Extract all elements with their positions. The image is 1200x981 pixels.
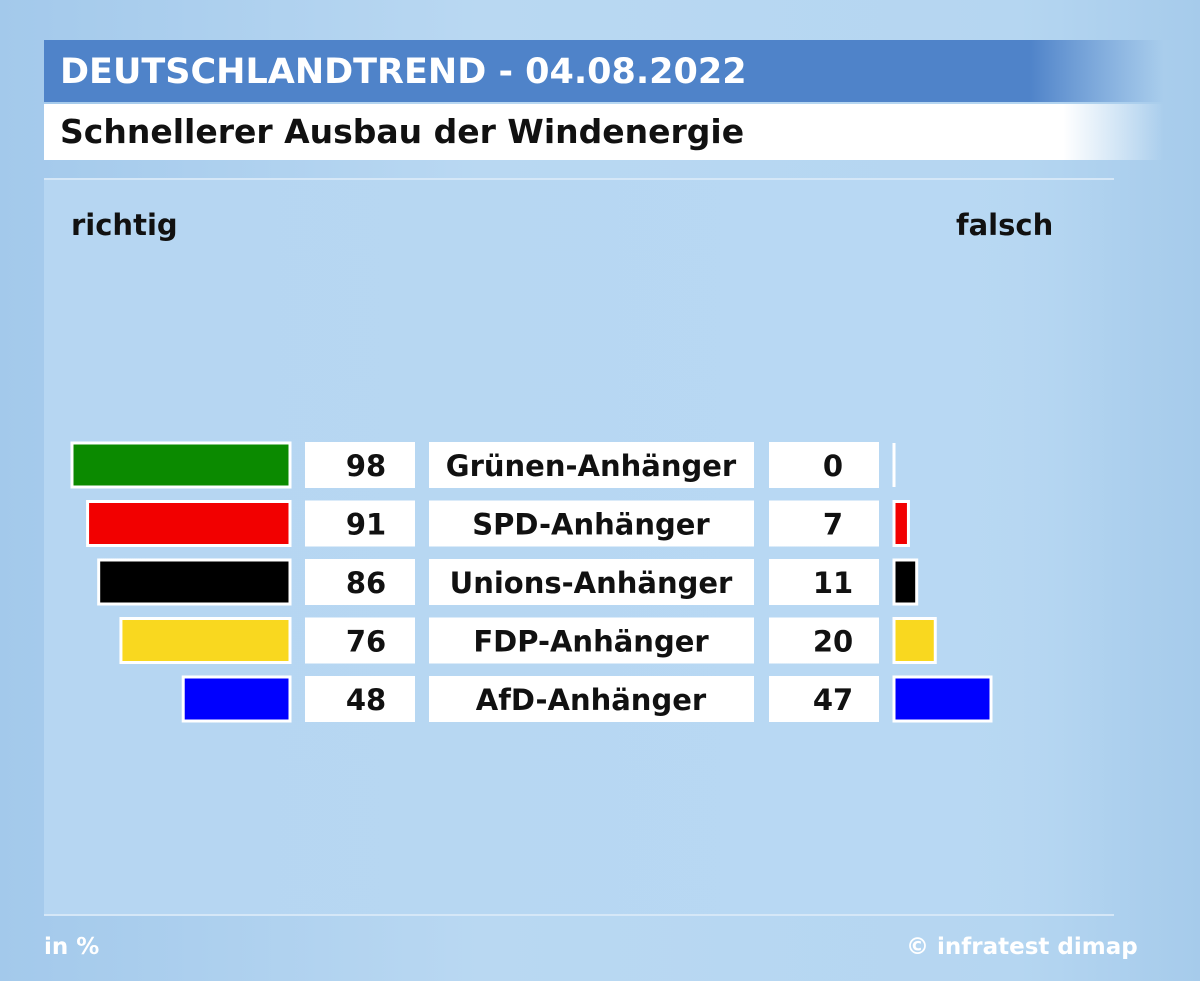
falsch-bar xyxy=(892,617,937,664)
richtig-value-box xyxy=(305,500,415,547)
falsch-value-box xyxy=(769,617,879,664)
falsch-value-box xyxy=(769,559,879,605)
category-box xyxy=(429,617,754,664)
header-bar xyxy=(44,40,1164,102)
richtig-value-box xyxy=(305,676,415,722)
richtig-bar xyxy=(86,500,292,547)
falsch-bar xyxy=(892,500,910,547)
header-title: DEUTSCHLANDTREND - 04.08.2022 xyxy=(60,52,747,92)
richtig-value-box xyxy=(305,442,415,488)
chart-title: Schnellerer Ausbau der Windenergie xyxy=(60,112,745,151)
richtig-bar xyxy=(181,675,292,723)
falsch-bar xyxy=(892,675,993,723)
richtig-column-label: richtig xyxy=(71,208,178,242)
richtig-value-box xyxy=(305,617,415,664)
falsch-value-label: 7 xyxy=(823,508,843,542)
richtig-bar xyxy=(97,558,292,606)
richtig-value-label: 76 xyxy=(346,625,386,659)
category-box xyxy=(429,676,754,722)
category-box xyxy=(429,500,754,547)
category-label: Unions-Anhänger xyxy=(450,566,733,600)
category-label: FDP-Anhänger xyxy=(473,625,709,659)
falsch-value-label: 0 xyxy=(823,449,843,483)
unit-label: in % xyxy=(44,934,100,960)
falsch-value-box xyxy=(769,500,879,547)
subtitle-bar xyxy=(44,104,1164,160)
richtig-value-box xyxy=(305,559,415,605)
falsch-value-box xyxy=(769,676,879,722)
richtig-value-label: 48 xyxy=(346,683,386,717)
category-label: Grünen-Anhänger xyxy=(446,449,737,483)
category-box xyxy=(429,559,754,605)
richtig-value-label: 98 xyxy=(346,449,386,483)
falsch-value-label: 47 xyxy=(813,683,853,717)
category-label: SPD-Anhänger xyxy=(472,508,710,542)
richtig-bar xyxy=(119,617,292,664)
falsch-column-label: falsch xyxy=(956,208,1054,242)
category-box xyxy=(429,442,754,488)
richtig-value-label: 91 xyxy=(346,508,386,542)
richtig-value-label: 86 xyxy=(346,566,386,600)
falsch-bar xyxy=(892,558,919,606)
falsch-value-box xyxy=(769,442,879,488)
category-label: AfD-Anhänger xyxy=(476,683,707,717)
richtig-bar xyxy=(70,441,292,489)
falsch-value-label: 11 xyxy=(813,566,853,600)
source-credit: © infratest dimap xyxy=(906,934,1138,960)
falsch-value-label: 20 xyxy=(813,625,853,659)
